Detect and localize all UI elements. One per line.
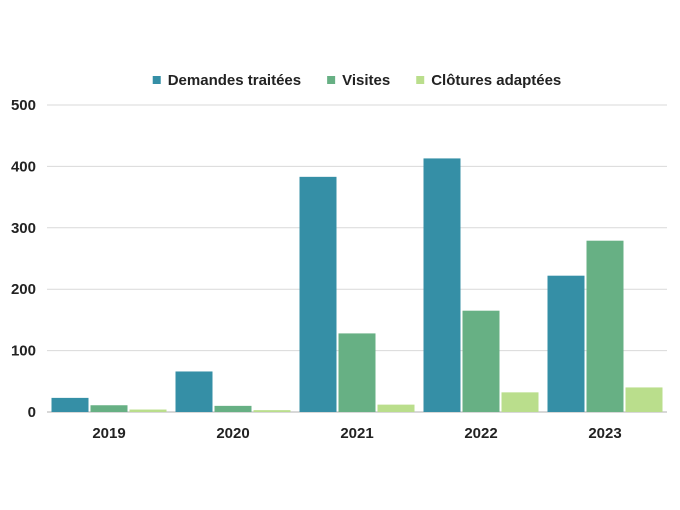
- bar-2023-1: [547, 275, 585, 412]
- legend-item-1: Demandes traitées: [152, 72, 301, 89]
- bar-2023-2: [586, 240, 624, 412]
- x-tick-label: 2019: [92, 425, 125, 442]
- bar-2020-2: [214, 405, 252, 412]
- x-tick-label: 2022: [464, 425, 497, 442]
- bar-2022-1: [423, 158, 461, 412]
- bar-2019-2: [90, 405, 128, 412]
- bar-2019-1: [51, 397, 89, 412]
- y-tick-label: 300: [11, 220, 36, 237]
- bars: [51, 158, 663, 412]
- bar-2022-3: [501, 392, 539, 412]
- x-tick-label: 2023: [588, 425, 621, 442]
- legend-swatch: [152, 76, 161, 84]
- bar-2020-3: [253, 410, 291, 412]
- y-tick-label: 100: [11, 343, 36, 360]
- bar-2021-1: [299, 176, 337, 412]
- bar-2020-1: [175, 371, 213, 412]
- x-axis-ticks: 2019 2020 2021 2022 2023: [92, 425, 621, 442]
- x-tick-label: 2021: [340, 425, 373, 442]
- legend: Demandes traitées Visites Clôtures adaptée…: [152, 72, 561, 89]
- bar-2022-2: [462, 310, 500, 412]
- bar-2023-3: [625, 387, 663, 412]
- legend-item-3: Clôtures adaptées: [416, 72, 561, 89]
- legend-swatch: [327, 76, 336, 84]
- y-tick-label: 500: [11, 97, 36, 114]
- legend-label: Clôtures adaptées: [431, 72, 561, 89]
- y-tick-label: 0: [28, 404, 36, 421]
- bar-2019-3: [129, 409, 167, 412]
- y-axis-ticks: 0 100 200 300 400 500: [11, 97, 36, 421]
- bar-2021-2: [338, 333, 376, 412]
- bar-2021-3: [377, 404, 415, 412]
- legend-item-2: Visites: [327, 72, 390, 89]
- legend-swatch: [416, 76, 425, 84]
- y-tick-label: 400: [11, 158, 36, 175]
- legend-label: Demandes traitées: [168, 72, 301, 89]
- legend-label: Visites: [342, 72, 390, 89]
- x-tick-label: 2020: [216, 425, 249, 442]
- y-tick-label: 200: [11, 281, 36, 298]
